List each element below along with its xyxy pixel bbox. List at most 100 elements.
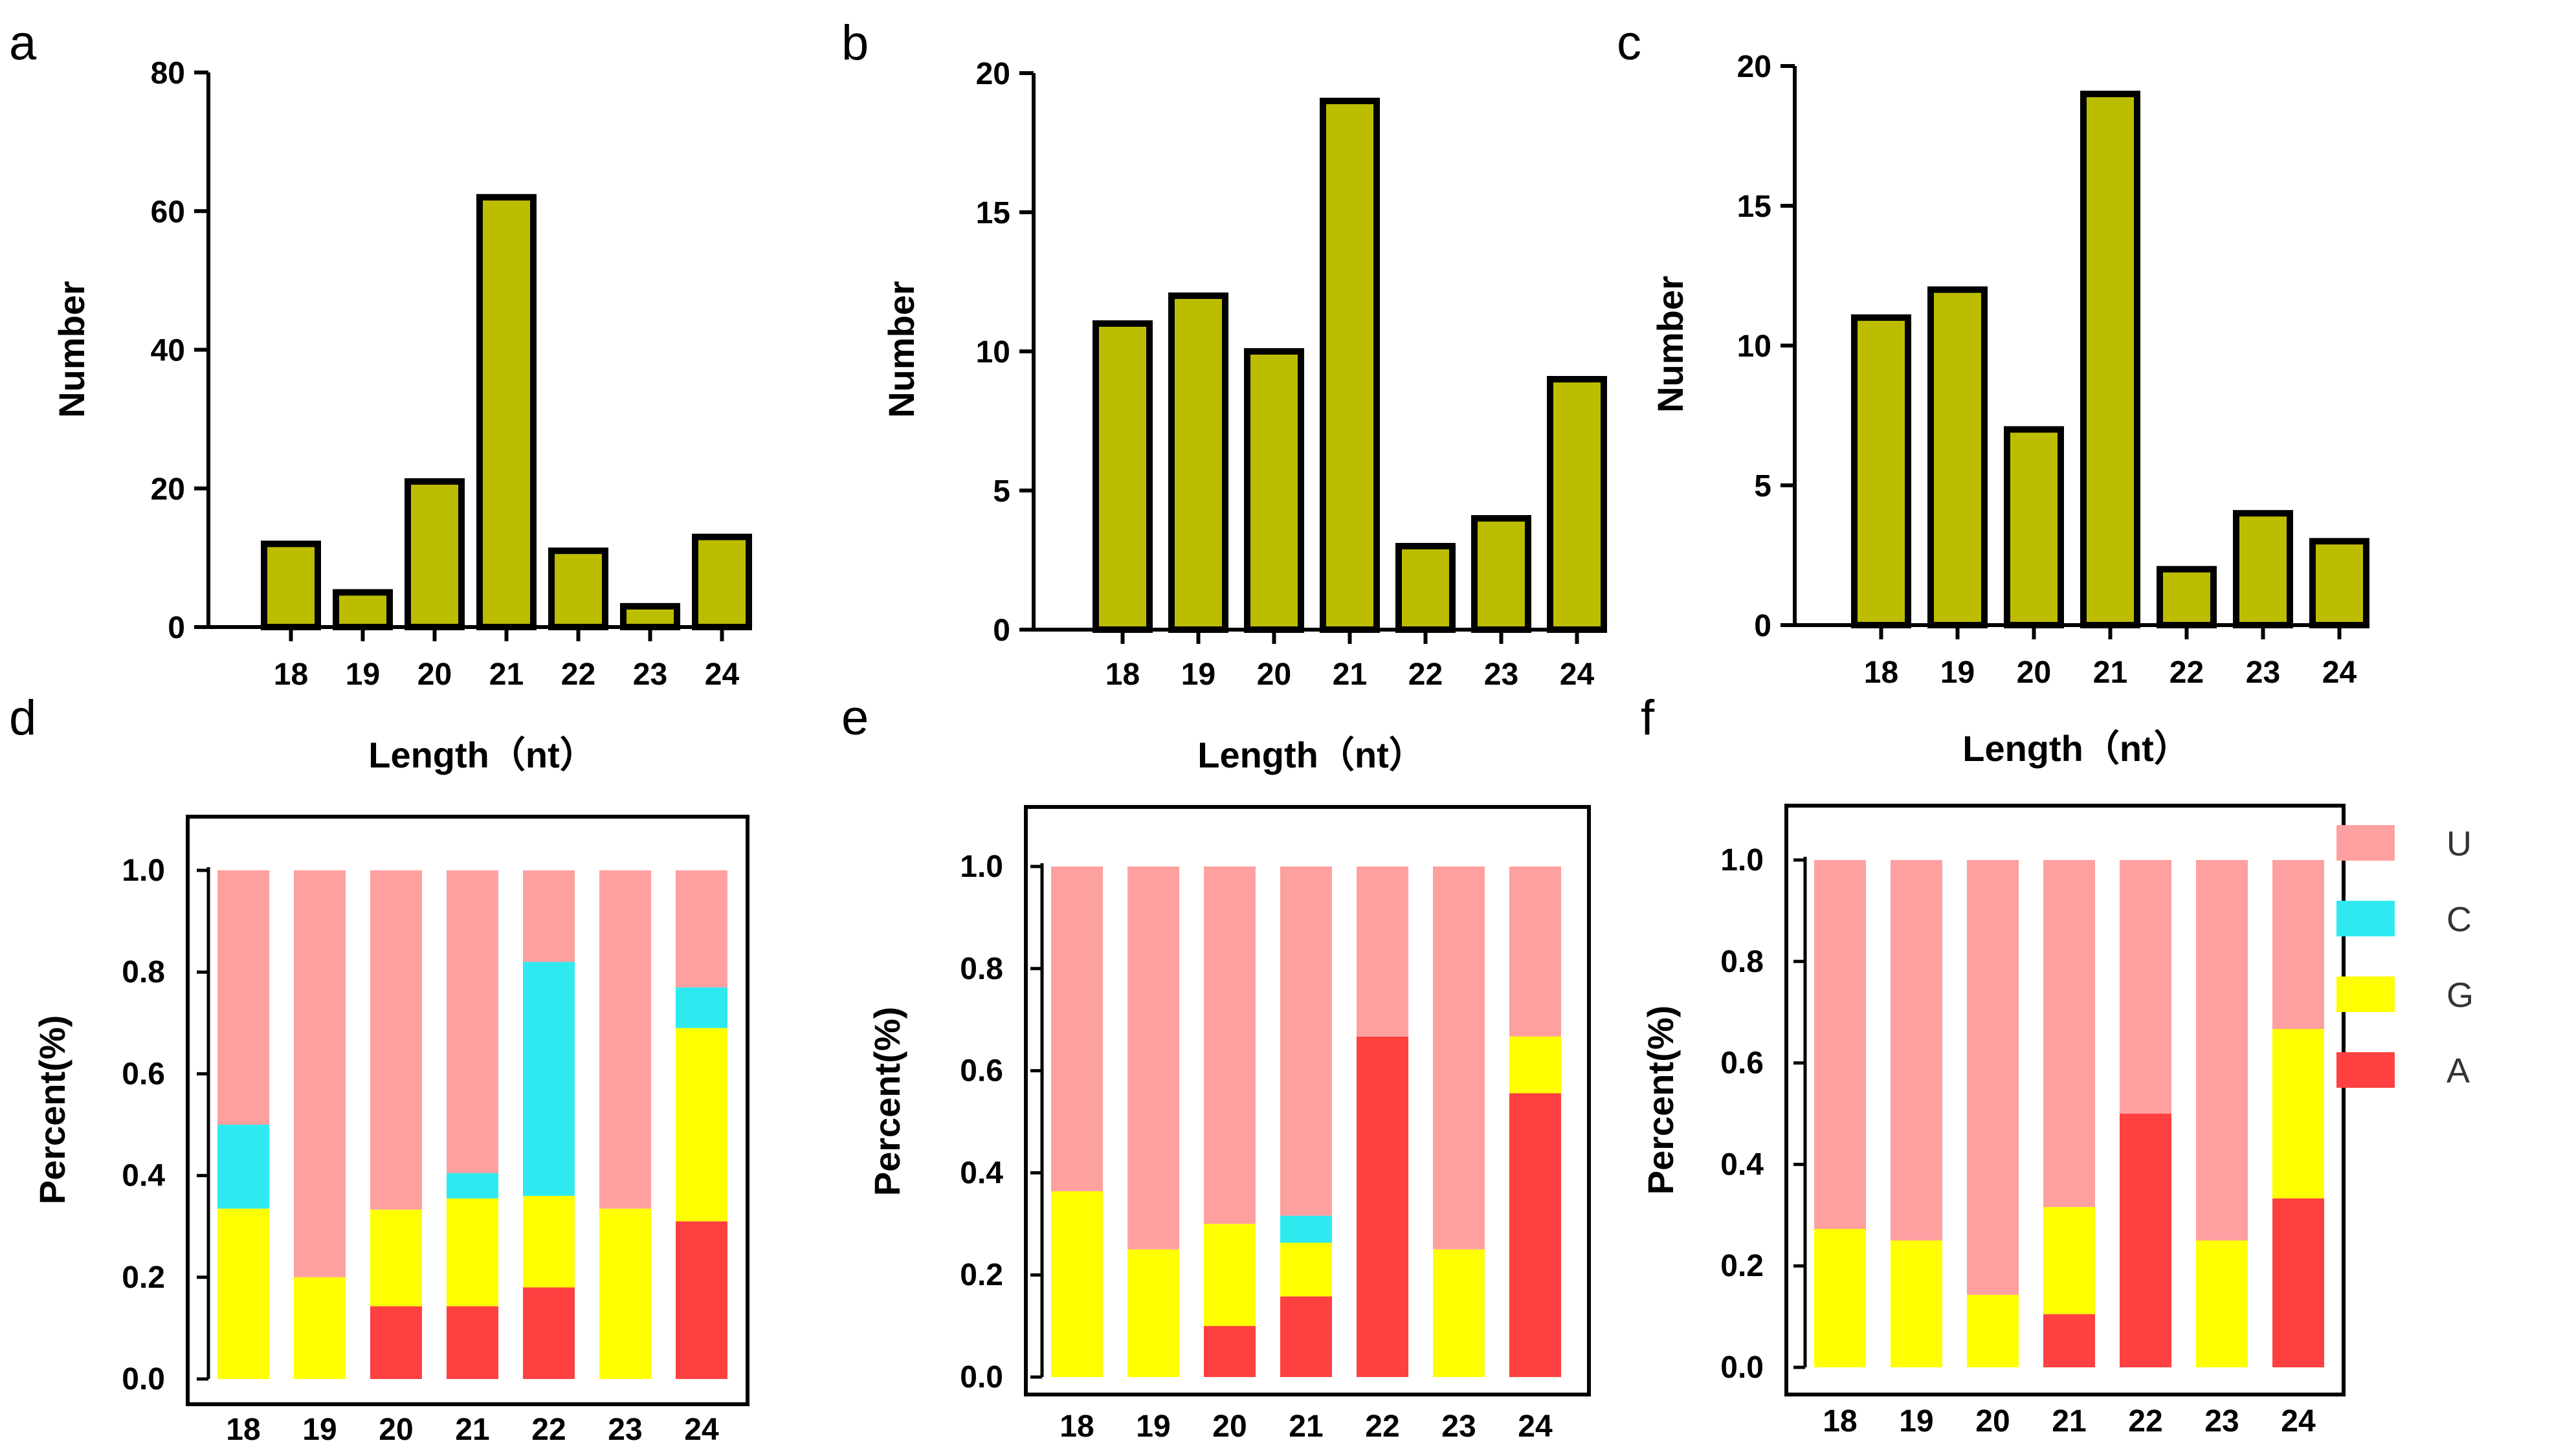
chart-f-bar-24-a xyxy=(2272,1198,2324,1367)
chart-b-y-tick-label: 10 xyxy=(976,335,1010,370)
chart-b-bar-20 xyxy=(1244,348,1304,633)
chart-b-x-tick-label: 20 xyxy=(1257,657,1291,692)
chart-e-bar-18-g xyxy=(1051,1191,1103,1377)
chart-f-y-tick-label: 0.6 xyxy=(1720,1046,1764,1081)
chart-a-bar-20 xyxy=(405,478,465,630)
chart-d-bar-24-g xyxy=(676,1028,727,1222)
chart-d-bar-22-u xyxy=(523,870,575,962)
legend-swatch-c xyxy=(2336,901,2395,936)
chart-e-x-tick-label: 21 xyxy=(1289,1409,1323,1444)
panel-letter-b: b xyxy=(841,16,869,71)
chart-f-bar-24-u xyxy=(2272,860,2324,1030)
legend: U C G A xyxy=(2336,824,2474,1090)
chart-f-bar-19-g xyxy=(1891,1241,1942,1367)
chart-d-bar-21-c xyxy=(447,1173,498,1198)
chart-b-y-tick-label: 20 xyxy=(976,57,1010,91)
chart-e-x-tick-label: 22 xyxy=(1365,1409,1399,1444)
chart-c-y-tick-label: 15 xyxy=(1737,190,1771,224)
chart-e-bar-18-u xyxy=(1051,866,1103,1191)
chart-c-bar-23 xyxy=(2233,510,2293,629)
chart-d-bar-24-a xyxy=(676,1221,727,1379)
chart-f-bar-21-a xyxy=(2043,1314,2095,1367)
chart-f-bar-21-g xyxy=(2043,1207,2095,1314)
chart-e-x-tick-label: 20 xyxy=(1212,1409,1247,1444)
chart-d-y-tick-label: 1.0 xyxy=(122,854,165,888)
chart-e-bar-22-u xyxy=(1357,866,1408,1037)
chart-e-bar-20-u xyxy=(1204,866,1256,1224)
chart-e-y-tick-label: 0.0 xyxy=(960,1360,1003,1395)
chart-d-bar-20-u xyxy=(370,870,422,1210)
chart-d-x-tick-label: 19 xyxy=(302,1413,337,1447)
chart-c-x-tick-label: 24 xyxy=(2322,656,2357,690)
chart-a-y-axis-title: Number xyxy=(51,281,92,418)
chart-b-x-tick-label: 21 xyxy=(1333,657,1367,692)
chart-f-y-tick-label: 0.4 xyxy=(1720,1147,1764,1182)
chart-a-x-tick-label: 22 xyxy=(561,657,595,692)
panel-letter-f: f xyxy=(1641,690,1655,745)
chart-b-y-axis-title: Number xyxy=(881,281,922,418)
chart-c-y-axis-title: Number xyxy=(1650,276,1691,413)
chart-e-nucleotide-percent: 0.0 0.2 0.4 0.6 0.8 1.0 18 19 20 21 22 23 24 Percent(… xyxy=(867,805,1591,1444)
chart-d-bar-24-c xyxy=(676,987,727,1028)
chart-d-bar-21-g xyxy=(447,1198,498,1307)
chart-e-bar-22-a xyxy=(1357,1036,1408,1377)
chart-b-bar-18 xyxy=(1093,320,1153,633)
chart-d-bar-18-u xyxy=(217,870,269,1125)
chart-a-x-tick-label: 18 xyxy=(274,657,308,692)
chart-c-x-axis-title: Length（nt） xyxy=(1962,728,2190,769)
chart-c-x-tick-label: 21 xyxy=(2093,656,2127,690)
chart-b-bar-24 xyxy=(1547,376,1607,633)
legend-swatch-a xyxy=(2336,1052,2395,1088)
chart-c-length-distribution: 0 5 10 15 20 18 19 20 21 22 23 24 Length（nt） Number xyxy=(1650,50,2369,769)
chart-d-bar-19-g xyxy=(294,1277,346,1379)
chart-e-bar-21-u xyxy=(1280,866,1332,1216)
chart-a-x-tick-label: 23 xyxy=(633,657,667,692)
chart-f-bar-23-u xyxy=(2196,860,2248,1241)
legend-label-a: A xyxy=(2446,1052,2470,1090)
chart-c-y-tick-label: 20 xyxy=(1737,50,1771,84)
chart-f-bar-20-u xyxy=(1967,860,2019,1295)
chart-d-y-tick-label: 0.2 xyxy=(122,1261,165,1295)
chart-f-x-tick-label: 22 xyxy=(2128,1404,2162,1439)
chart-e-y-tick-label: 0.8 xyxy=(960,952,1003,986)
chart-b-bar-19 xyxy=(1168,292,1228,633)
chart-d-x-tick-label: 22 xyxy=(531,1413,566,1447)
chart-a-bar-18 xyxy=(261,540,321,631)
chart-f-x-tick-label: 21 xyxy=(2052,1404,2086,1439)
chart-c-y-tick-label: 5 xyxy=(1754,469,1771,503)
chart-b-x-tick-label: 22 xyxy=(1408,657,1443,692)
chart-b-x-tick-label: 24 xyxy=(1560,657,1595,692)
legend-label-g: G xyxy=(2446,976,2474,1015)
legend-label-c: C xyxy=(2446,900,2472,939)
chart-d-x-tick-label: 23 xyxy=(608,1413,642,1447)
chart-f-y-tick-label: 0.0 xyxy=(1720,1351,1764,1385)
chart-d-bar-20-a xyxy=(370,1306,422,1379)
chart-c-x-tick-label: 18 xyxy=(1864,656,1898,690)
chart-d-bar-24-u xyxy=(676,870,727,987)
chart-d-bar-22-c xyxy=(523,962,575,1197)
chart-a-y-tick-label: 20 xyxy=(151,472,185,507)
chart-e-bar-21-a xyxy=(1280,1296,1332,1377)
chart-e-bar-24-a xyxy=(1509,1093,1561,1377)
chart-d-y-tick-label: 0.8 xyxy=(122,955,165,989)
chart-e-bar-20-a xyxy=(1204,1326,1256,1377)
chart-d-y-tick-label: 0.0 xyxy=(122,1362,165,1396)
chart-c-x-tick-label: 20 xyxy=(2017,656,2051,690)
chart-d-x-tick-label: 20 xyxy=(379,1413,413,1447)
chart-f-bar-18-g xyxy=(1814,1228,1866,1367)
chart-c-x-tick-label: 19 xyxy=(1940,656,1975,690)
chart-f-y-tick-label: 0.8 xyxy=(1720,945,1764,979)
chart-d-bar-18-g xyxy=(217,1208,269,1379)
chart-d-bar-21-a xyxy=(447,1306,498,1379)
chart-f-x-tick-label: 24 xyxy=(2281,1404,2316,1439)
chart-d-bar-23-u xyxy=(599,870,651,1209)
chart-c-bar-20 xyxy=(2004,426,2064,628)
legend-label-u: U xyxy=(2446,824,2472,863)
chart-d-x-tick-label: 18 xyxy=(226,1413,260,1447)
chart-e-x-tick-label: 23 xyxy=(1441,1409,1476,1444)
chart-d-bar-22-a xyxy=(523,1287,575,1379)
chart-a-length-distribution: 0 20 40 60 80 18 19 20 21 22 23 24 Length（nt） Number xyxy=(51,56,752,775)
panel-letter-c: c xyxy=(1617,16,1641,71)
chart-e-frame xyxy=(1024,805,1591,1396)
